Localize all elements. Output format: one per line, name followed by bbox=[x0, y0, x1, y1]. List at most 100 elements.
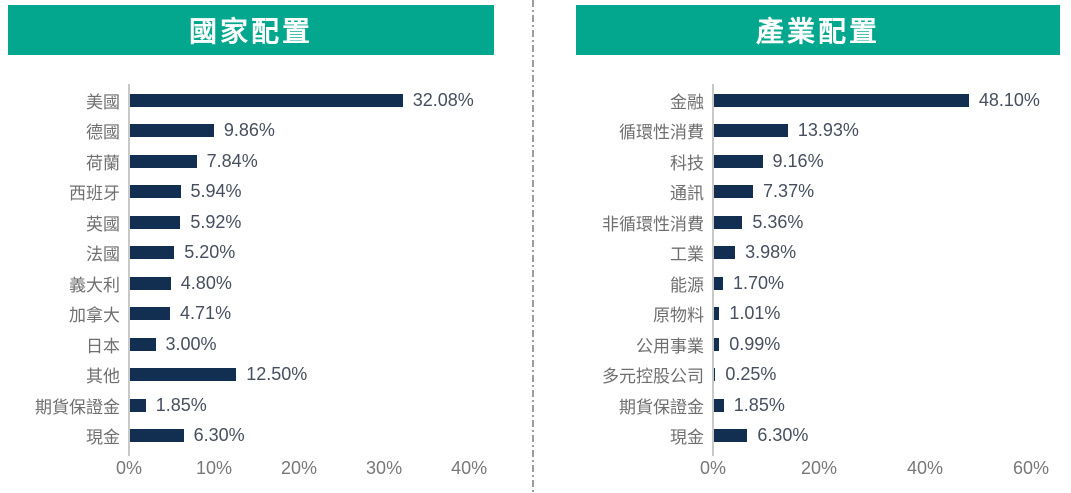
value-label: 1.85% bbox=[733, 394, 785, 415]
category-label: 西班牙 bbox=[69, 184, 120, 204]
value-label: 6.30% bbox=[757, 425, 809, 446]
bar bbox=[130, 93, 403, 107]
value-label: 5.94% bbox=[190, 181, 242, 202]
category-label: 期貨保證金 bbox=[619, 397, 704, 417]
bar-row: 義大利 4.80% bbox=[8, 268, 494, 299]
bar-row: 現金 6.30% bbox=[576, 421, 1060, 452]
bar-row: 科技 9.16% bbox=[576, 146, 1060, 177]
bar bbox=[714, 185, 754, 199]
bar bbox=[714, 276, 723, 290]
bar-row: 日本 3.00% bbox=[8, 329, 494, 360]
category-label: 現金 bbox=[670, 428, 704, 448]
bar bbox=[130, 337, 156, 351]
bar-row: 能源 1.70% bbox=[576, 268, 1060, 299]
category-label: 荷蘭 bbox=[86, 153, 120, 173]
value-label: 5.92% bbox=[190, 211, 242, 232]
bar bbox=[130, 276, 171, 290]
country-allocation-panel: 國家配置 美國 32.08% 德國 9.86% 荷蘭 7.84% 西班牙 5.94% 英國 5.9… bbox=[8, 0, 494, 493]
value-label: 5.36% bbox=[752, 211, 804, 232]
value-label: 4.71% bbox=[180, 303, 232, 324]
panel-divider bbox=[532, 0, 534, 493]
industry-allocation-panel: 產業配置 金融 48.10% 循環性消費 13.93% 科技 9.16% 通訊 7.37% 非循… bbox=[576, 0, 1060, 493]
bar bbox=[130, 185, 181, 199]
bar-row: 英國 5.92% bbox=[8, 207, 494, 238]
category-label: 加拿大 bbox=[69, 306, 120, 326]
category-label: 德國 bbox=[86, 123, 120, 143]
bar-row: 原物料 1.01% bbox=[576, 299, 1060, 330]
value-label: 6.30% bbox=[193, 425, 245, 446]
x-axis-tick-label: 40% bbox=[451, 458, 488, 478]
value-label: 13.93% bbox=[797, 120, 859, 141]
bar-row: 美國 32.08% bbox=[8, 85, 494, 116]
value-label: 12.50% bbox=[246, 364, 308, 385]
bar bbox=[714, 215, 743, 229]
industry-allocation-plot: 金融 48.10% 循環性消費 13.93% 科技 9.16% 通訊 7.37% 非循環性消費 5… bbox=[576, 0, 1060, 493]
category-label: 美國 bbox=[86, 92, 120, 112]
value-label: 5.20% bbox=[184, 242, 236, 263]
bar-row: 通訊 7.37% bbox=[576, 177, 1060, 208]
category-label: 科技 bbox=[670, 153, 704, 173]
bar-row: 公用事業 0.99% bbox=[576, 329, 1060, 360]
category-label: 原物料 bbox=[653, 306, 704, 326]
bar-row: 加拿大 4.71% bbox=[8, 299, 494, 330]
bar bbox=[714, 246, 736, 260]
industry-allocation-title: 產業配置 bbox=[755, 16, 880, 47]
bar-row: 金融 48.10% bbox=[576, 85, 1060, 116]
category-label: 循環性消費 bbox=[619, 123, 704, 143]
bar bbox=[714, 337, 720, 351]
bar-row: 工業 3.98% bbox=[576, 238, 1060, 269]
x-axis-tick-label: 10% bbox=[196, 458, 233, 478]
y-axis-line bbox=[128, 84, 130, 456]
category-label: 義大利 bbox=[69, 275, 120, 295]
value-label: 32.08% bbox=[412, 89, 474, 110]
bar bbox=[130, 398, 146, 412]
industry-allocation-title-bar: 產業配置 bbox=[576, 5, 1060, 55]
bar-row: 期貨保證金 1.85% bbox=[8, 390, 494, 421]
x-axis-tick-label: 20% bbox=[800, 458, 837, 478]
value-label: 1.01% bbox=[729, 303, 781, 324]
bar-row: 非循環性消費 5.36% bbox=[576, 207, 1060, 238]
value-label: 4.80% bbox=[180, 272, 232, 293]
bar bbox=[130, 154, 197, 168]
bar-row: 法國 5.20% bbox=[8, 238, 494, 269]
value-label: 3.00% bbox=[165, 333, 217, 354]
bar-row: 德國 9.86% bbox=[8, 116, 494, 147]
x-axis-tick-label: 30% bbox=[366, 458, 403, 478]
value-label: 9.86% bbox=[223, 120, 275, 141]
value-label: 0.99% bbox=[729, 333, 781, 354]
category-label: 期貨保證金 bbox=[35, 397, 120, 417]
category-label: 通訊 bbox=[670, 184, 704, 204]
category-label: 現金 bbox=[86, 428, 120, 448]
bar-row: 其他 12.50% bbox=[8, 360, 494, 391]
country-allocation-plot: 美國 32.08% 德國 9.86% 荷蘭 7.84% 西班牙 5.94% 英國 5.92% 法國 5… bbox=[8, 0, 494, 493]
bar-row: 循環性消費 13.93% bbox=[576, 116, 1060, 147]
category-label: 法國 bbox=[86, 245, 120, 265]
x-axis-tick-label: 40% bbox=[906, 458, 943, 478]
bar bbox=[714, 398, 724, 412]
bar bbox=[714, 124, 788, 138]
bar bbox=[130, 246, 175, 260]
category-label: 能源 bbox=[670, 275, 704, 295]
bar bbox=[130, 124, 214, 138]
x-axis-tick-label: 60% bbox=[1012, 458, 1049, 478]
value-label: 48.10% bbox=[978, 89, 1040, 110]
category-label: 日本 bbox=[86, 336, 120, 356]
country-allocation-title-bar: 國家配置 bbox=[8, 5, 494, 55]
value-label: 1.70% bbox=[733, 272, 785, 293]
category-label: 金融 bbox=[670, 92, 704, 112]
bar bbox=[714, 429, 748, 443]
bar-row: 荷蘭 7.84% bbox=[8, 146, 494, 177]
value-label: 3.98% bbox=[745, 242, 797, 263]
bar bbox=[130, 215, 181, 229]
value-label: 0.25% bbox=[725, 364, 777, 385]
category-label: 公用事業 bbox=[636, 336, 704, 356]
y-axis-line bbox=[712, 84, 714, 456]
bar bbox=[130, 429, 184, 443]
bar-row: 現金 6.30% bbox=[8, 421, 494, 452]
value-label: 9.16% bbox=[772, 150, 824, 171]
x-axis-tick-label: 0% bbox=[699, 458, 727, 478]
category-label: 其他 bbox=[86, 367, 120, 387]
bar bbox=[714, 93, 969, 107]
bar-row: 多元控股公司 0.25% bbox=[576, 360, 1060, 391]
